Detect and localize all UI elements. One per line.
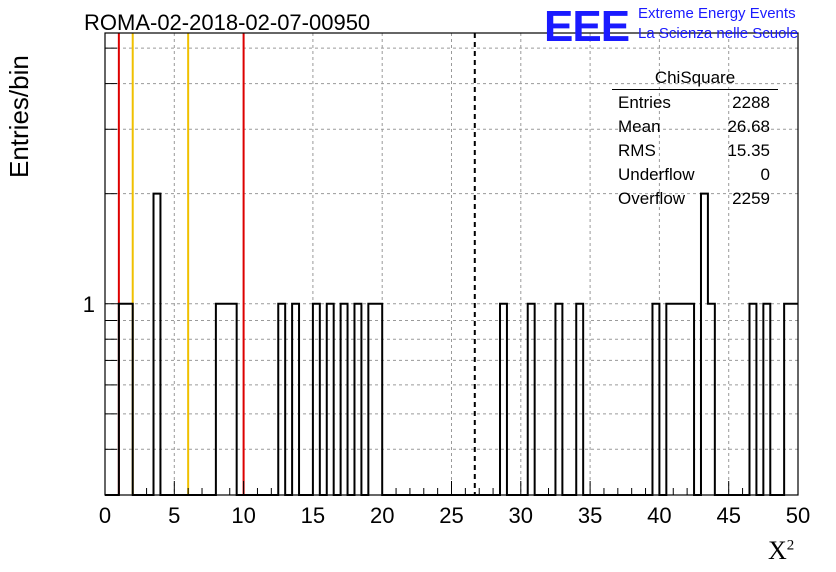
stats-value: 2288: [732, 93, 770, 112]
histogram-bin: [673, 304, 680, 495]
histogram-bin: [119, 304, 126, 495]
histogram-bin: [230, 304, 237, 495]
stats-label: Entries: [618, 93, 671, 112]
stats-label: RMS: [618, 141, 656, 160]
histogram-bin: [223, 304, 230, 495]
stats-label: Underflow: [618, 165, 695, 184]
histogram-bin: [791, 304, 798, 495]
histogram-bin: [784, 304, 791, 495]
histogram-bin: [555, 304, 562, 495]
x-tick-label: 40: [647, 503, 671, 528]
histogram-bin: [327, 304, 334, 495]
histogram-bin: [687, 304, 694, 495]
logo-line-2: La Scienza nelle Scuole: [638, 25, 799, 42]
histogram-bin: [528, 304, 535, 495]
histogram-bin: [313, 304, 320, 495]
run-title: ROMA-02-2018-02-07-00950: [84, 10, 371, 35]
histogram-bin: [708, 304, 715, 495]
x-tick-label: 50: [786, 503, 810, 528]
stats-row: Entries 2288: [612, 91, 778, 115]
histogram-bin: [701, 194, 708, 495]
eee-logo: EEE: [544, 2, 630, 51]
stats-row: Underflow 0: [612, 163, 778, 187]
x-tick-label: 25: [439, 503, 463, 528]
histogram-bin: [368, 304, 375, 495]
stats-value: 0: [760, 165, 770, 184]
stats-box: ChiSquare Entries 2288 Mean 26.68 RMS 15.35…: [612, 68, 778, 211]
histogram-bin: [763, 304, 770, 495]
histogram-bin: [749, 304, 756, 495]
x-tick-label: 15: [301, 503, 325, 528]
stats-value: 26.68: [727, 117, 770, 136]
stats-row: Mean 26.68: [612, 115, 778, 139]
histogram-bin: [341, 304, 348, 495]
y-axis-label: Entries/bin: [4, 55, 34, 178]
histogram-bin: [126, 304, 133, 495]
logo-line-1: Extreme Energy Events: [638, 5, 796, 22]
histogram-bin: [576, 304, 583, 495]
stats-title: ChiSquare: [612, 68, 778, 90]
stats-row: RMS 15.35: [612, 139, 778, 163]
histogram-bin: [666, 304, 673, 495]
x-tick-label: 5: [168, 503, 180, 528]
histogram-bin: [216, 304, 223, 495]
x-tick-label: 0: [99, 503, 111, 528]
x-axis-label-base: X: [768, 536, 787, 565]
stats-label: Mean: [618, 117, 661, 136]
histogram-bin: [292, 304, 299, 495]
y-tick-label: 1: [83, 292, 95, 317]
x-tick-label: 45: [716, 503, 740, 528]
histogram-bin: [375, 304, 382, 495]
stats-row: Overflow 2259: [612, 187, 778, 211]
x-tick-label: 10: [231, 503, 255, 528]
stats-value: 15.35: [727, 141, 770, 160]
histogram-bin: [354, 304, 361, 495]
x-tick-label: 30: [509, 503, 533, 528]
logo-caption: Extreme Energy Events La Scienza nelle S…: [638, 4, 798, 44]
stats-value: 2259: [732, 189, 770, 208]
x-axis-label-superscript: 2: [786, 537, 795, 554]
histogram-bin: [278, 304, 285, 495]
x-axis-label: X2: [768, 536, 794, 566]
histogram-bin: [652, 304, 659, 495]
histogram-bin: [500, 304, 507, 495]
histogram-bin: [680, 304, 687, 495]
stats-label: Overflow: [618, 189, 686, 208]
x-tick-label: 20: [370, 503, 394, 528]
x-tick-label: 35: [578, 503, 602, 528]
histogram-bin: [154, 194, 161, 495]
